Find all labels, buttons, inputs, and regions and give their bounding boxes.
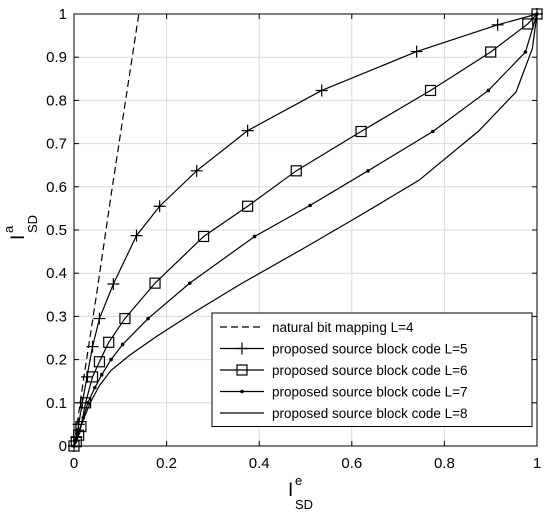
data-point (103, 336, 115, 348)
data-point (187, 281, 192, 285)
data-point (109, 357, 113, 362)
data-point (107, 278, 120, 290)
y-tick-label: 0.1 (46, 395, 67, 412)
x-tick-label: 0 (70, 455, 78, 472)
x-tick-label: 0.4 (249, 455, 270, 472)
y-tick-label: 0.6 (46, 179, 67, 196)
data-point (198, 230, 210, 243)
x-axis-label-sub: SD (295, 497, 313, 512)
data-point (75, 420, 87, 433)
series-line-5 (73, 13, 538, 447)
legend-item-5: proposed source block code L=8 (220, 406, 468, 421)
axis-ticks: 0 0.2 0.4 0.6 0.8 1 0 0.1 0.2 0.3 0.4 0.5 0.6 0.7 0.8 0… (46, 6, 541, 472)
legend-label: proposed source block code L=7 (272, 385, 468, 400)
data-point (242, 200, 254, 212)
y-tick-label: 0.3 (46, 308, 67, 325)
data-point (86, 401, 90, 405)
data-point (146, 316, 150, 321)
data-point (431, 129, 435, 134)
data-point (355, 125, 367, 138)
data-point (130, 229, 143, 242)
data-point (315, 84, 328, 97)
series-line-2 (73, 13, 538, 447)
series-2 (68, 8, 543, 452)
y-tick-label: 0 (59, 438, 67, 455)
data-point (93, 312, 106, 325)
data-point (523, 50, 528, 54)
data-point (252, 234, 257, 239)
data-point (119, 312, 131, 325)
y-tick-label: 0.5 (46, 222, 67, 239)
data-point (308, 203, 312, 208)
legend-item-2: proposed source block code L=5 (220, 342, 468, 357)
data-point (491, 18, 504, 31)
y-axis-label: I a SD (1, 215, 40, 240)
data-point (241, 124, 254, 137)
data-point (153, 200, 166, 213)
data-point (72, 418, 85, 431)
y-tick-label: 0.8 (46, 92, 67, 109)
series-5 (73, 13, 538, 447)
data-point (93, 385, 97, 390)
legend-label: proposed source block code L=8 (272, 406, 468, 421)
data-point (99, 372, 104, 377)
legend-item-1: natural bit mapping L=4 (220, 320, 414, 335)
series-line-4 (73, 13, 538, 447)
data-point (86, 371, 99, 383)
legend: natural bit mapping L=4 proposed source b… (211, 312, 533, 427)
y-axis-label-main: I (8, 235, 29, 240)
legend-marker (236, 364, 248, 376)
legend-box (211, 312, 533, 427)
legend-marker (236, 342, 248, 355)
data-point (366, 169, 370, 173)
data-point (86, 340, 99, 353)
data-point (149, 277, 161, 289)
x-tick-label: 1 (533, 455, 541, 472)
data-point (522, 18, 534, 30)
legend-label: proposed source block code L=5 (272, 342, 468, 357)
x-axis-label-main: I (288, 480, 293, 501)
data-point (120, 342, 125, 347)
legend-label: natural bit mapping L=4 (272, 320, 414, 335)
y-axis-label-sup: a (1, 225, 16, 233)
data-point (70, 436, 82, 448)
x-tick-label: 0.6 (341, 455, 362, 472)
legend-item-4: proposed source block code L=7 (220, 385, 468, 400)
y-tick-label: 0.4 (46, 265, 67, 282)
y-tick-label: 1 (59, 6, 67, 23)
data-point (410, 45, 423, 58)
legend-item-3: proposed source block code L=6 (220, 363, 468, 378)
x-axis-label: I e SD (288, 473, 313, 512)
y-axis-label-sub: SD (25, 215, 40, 233)
y-tick-label: 0.2 (46, 352, 67, 369)
y-tick-label: 0.9 (46, 49, 67, 66)
x-axis-label-sup: e (295, 473, 302, 488)
data-point (290, 165, 302, 177)
data-point (190, 164, 203, 177)
series-layer (68, 8, 543, 452)
x-tick-label: 0.8 (434, 455, 455, 472)
legend-marker (240, 389, 244, 394)
x-tick-label: 0.2 (156, 455, 177, 472)
data-point (424, 84, 437, 97)
legend-label: proposed source block code L=6 (272, 363, 468, 378)
y-tick-label: 0.7 (46, 136, 67, 153)
data-point (93, 356, 106, 368)
data-point (486, 88, 491, 93)
data-point (485, 46, 497, 58)
